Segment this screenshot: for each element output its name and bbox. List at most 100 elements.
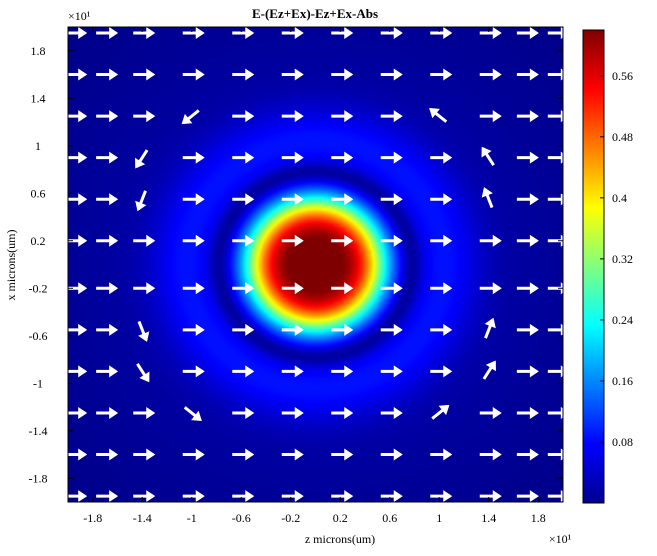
vector-arrow bbox=[133, 68, 156, 81]
vector-arrow bbox=[232, 68, 255, 81]
vector-arrow bbox=[96, 490, 119, 502]
vector-arrow bbox=[182, 282, 205, 295]
vector-arrow bbox=[281, 490, 304, 502]
vector-arrow bbox=[331, 282, 354, 295]
vector-arrow bbox=[484, 317, 496, 339]
vector-arrow bbox=[331, 151, 354, 164]
vector-arrow bbox=[380, 234, 403, 247]
x-axis-ticks: -1.8 -1.4 -1 -0.6 -0.2 0.2 0.6 1 1.4 1.8 bbox=[83, 27, 546, 525]
vector-arrow bbox=[380, 68, 403, 81]
vector-arrow bbox=[380, 151, 403, 164]
vector-arrow bbox=[331, 27, 354, 39]
vector-arrow bbox=[516, 282, 539, 295]
vector-arrow bbox=[96, 406, 119, 419]
colorbar-tick-label: 0.16 bbox=[612, 374, 633, 388]
vector-arrow bbox=[479, 110, 502, 123]
vector-arrow bbox=[380, 448, 403, 461]
vector-arrow bbox=[68, 406, 88, 419]
vector-arrow bbox=[547, 365, 563, 378]
vector-arrow bbox=[547, 110, 563, 123]
vector-arrow bbox=[479, 27, 502, 39]
vector-arrow bbox=[547, 151, 563, 164]
y-tick-label: -1.4 bbox=[29, 424, 48, 438]
vector-arrow bbox=[331, 110, 354, 123]
vector-arrow bbox=[281, 68, 304, 81]
vector-arrow bbox=[380, 490, 403, 502]
y-tick-label: -1.8 bbox=[29, 471, 48, 485]
vector-arrow bbox=[516, 234, 539, 247]
vector-arrow bbox=[232, 234, 255, 247]
vector-arrow bbox=[281, 365, 304, 378]
vector-arrow bbox=[96, 448, 119, 461]
vector-arrow bbox=[331, 68, 354, 81]
y-multiplier: ×10¹ bbox=[68, 9, 91, 23]
vector-arrow bbox=[430, 365, 453, 378]
vector-arrow bbox=[281, 234, 304, 247]
vector-arrow bbox=[516, 110, 539, 123]
y-tick-label: 0.2 bbox=[31, 234, 46, 248]
y-tick-label: -1 bbox=[33, 376, 43, 390]
colorbar: 0.56 0.48 0.4 0.32 0.24 0.16 0.08 bbox=[582, 29, 633, 504]
x-tick-label: 0.2 bbox=[333, 511, 348, 525]
vector-arrow bbox=[547, 406, 563, 419]
vector-arrow bbox=[182, 193, 205, 206]
x-tick-label: -1 bbox=[187, 511, 197, 525]
x-tick-label: -1.8 bbox=[83, 511, 102, 525]
heatmap-image bbox=[68, 27, 563, 502]
vector-arrow bbox=[429, 107, 448, 123]
vector-arrow bbox=[479, 490, 502, 502]
y-axis-ticks: 1.8 1.4 1 0.6 0.2 -0.2 -0.6 -1 -1.4 -1.8 bbox=[29, 44, 563, 485]
plot-area bbox=[68, 27, 563, 502]
vector-arrow bbox=[380, 27, 403, 39]
x-tick-label: 0.6 bbox=[382, 511, 397, 525]
vector-arrow bbox=[516, 68, 539, 81]
vector-arrow bbox=[479, 282, 502, 295]
vector-arrow bbox=[96, 282, 119, 295]
vector-arrow bbox=[430, 151, 453, 164]
x-multiplier: ×10¹ bbox=[549, 532, 572, 546]
vector-arrow bbox=[68, 193, 88, 206]
vector-arrow bbox=[232, 323, 255, 336]
vector-arrow bbox=[281, 151, 304, 164]
vector-arrow bbox=[516, 365, 539, 378]
vector-arrow bbox=[516, 490, 539, 502]
vector-arrow bbox=[547, 193, 563, 206]
vector-arrow bbox=[133, 448, 156, 461]
x-tick-label: -0.2 bbox=[281, 511, 300, 525]
vector-arrow bbox=[431, 404, 450, 420]
vector-arrow bbox=[516, 27, 539, 39]
vector-arrow bbox=[281, 193, 304, 206]
vector-arrow bbox=[232, 27, 255, 39]
vector-arrow bbox=[479, 406, 502, 419]
vector-arrow bbox=[68, 490, 88, 502]
vector-arrow bbox=[430, 448, 453, 461]
vector-arrow bbox=[430, 234, 453, 247]
colorbar-gradient bbox=[582, 29, 605, 504]
vector-arrow bbox=[68, 27, 88, 39]
x-tick-label: -0.6 bbox=[232, 511, 251, 525]
y-tick-label: -0.2 bbox=[29, 281, 48, 295]
vector-arrow bbox=[182, 151, 205, 164]
vector-arrow bbox=[430, 27, 453, 39]
vector-arrow bbox=[479, 68, 502, 81]
vector-arrow bbox=[380, 193, 403, 206]
vector-arrow bbox=[380, 406, 403, 419]
vector-arrow bbox=[96, 365, 119, 378]
vector-arrow bbox=[232, 151, 255, 164]
colorbar-tick-label: 0.32 bbox=[612, 252, 633, 266]
colorbar-ticks: 0.56 0.48 0.4 0.32 0.24 0.16 0.08 bbox=[600, 69, 633, 449]
vector-arrow bbox=[182, 490, 205, 502]
vector-arrow bbox=[232, 110, 255, 123]
vector-arrow bbox=[96, 193, 119, 206]
x-tick-label: 1 bbox=[436, 511, 442, 525]
vector-arrow bbox=[96, 151, 119, 164]
vector-arrow bbox=[96, 234, 119, 247]
vector-arrow bbox=[182, 68, 205, 81]
vector-arrow bbox=[380, 365, 403, 378]
vector-arrow bbox=[547, 490, 563, 502]
vector-arrow bbox=[430, 282, 453, 295]
vector-arrow bbox=[482, 360, 496, 380]
y-tick-label: -0.6 bbox=[29, 329, 48, 343]
